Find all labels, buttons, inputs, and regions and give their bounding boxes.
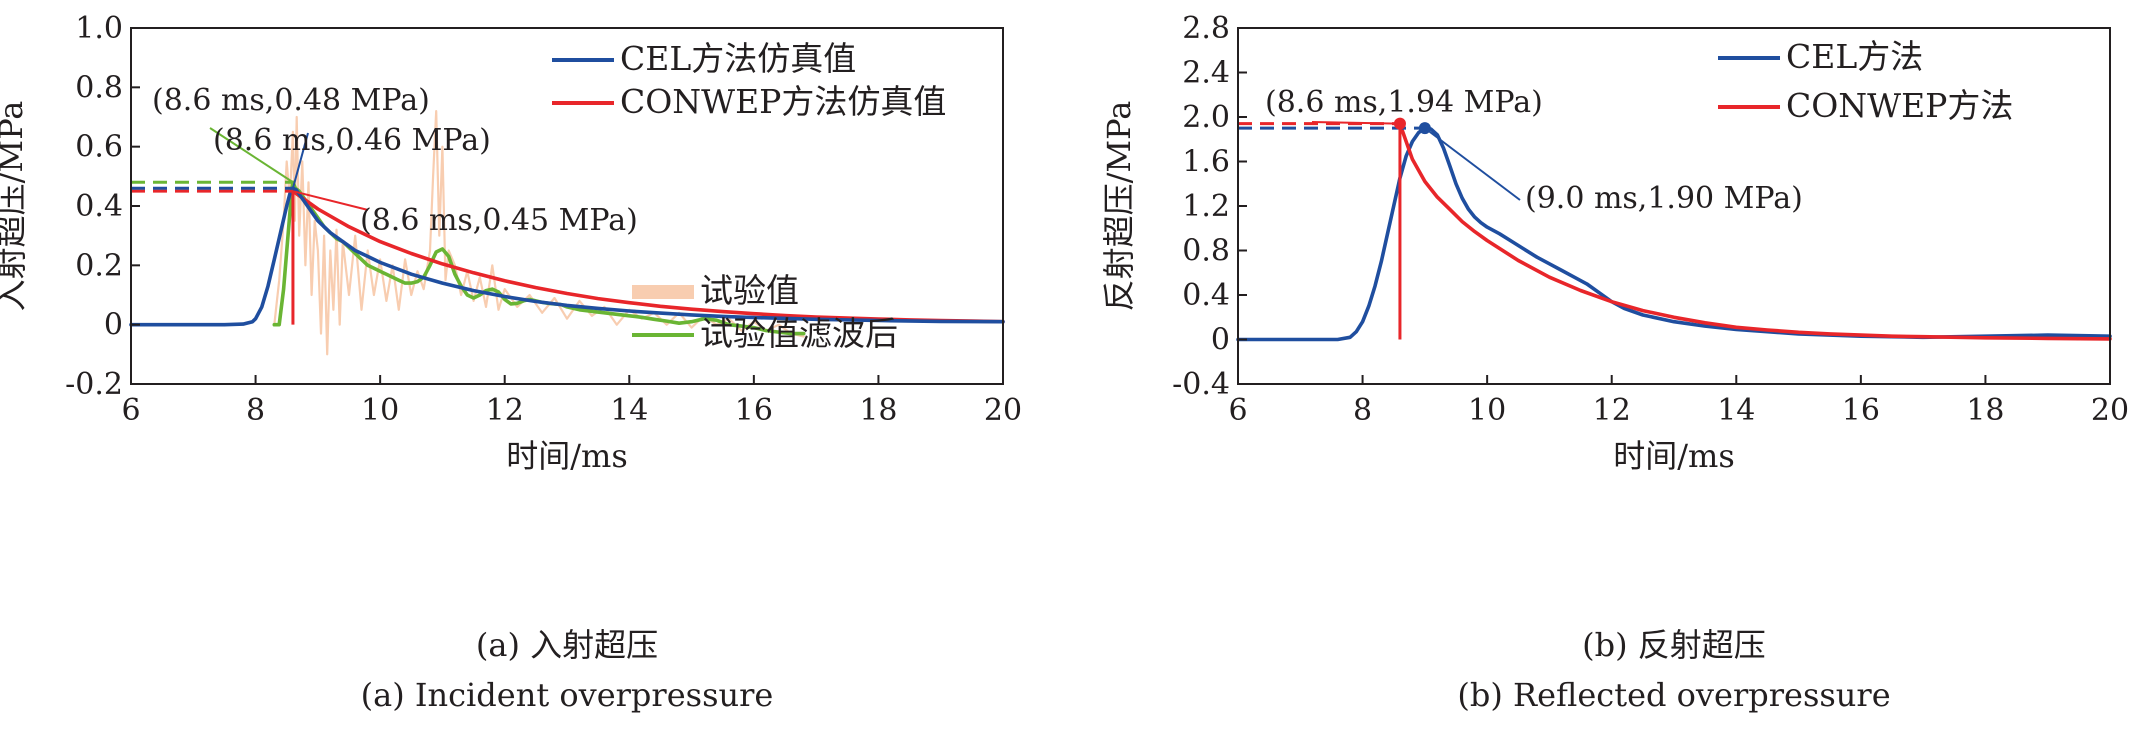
x-tick-label: 10	[1468, 393, 1506, 428]
y-tick-label: 0	[104, 308, 123, 343]
y-tick-label: -0.4	[1172, 367, 1230, 402]
panel-b: (8.6 ms,1.94 MPa) (9.0 ms,1.90 MPa) 6 8 10 12…	[1100, 11, 2129, 714]
caption-zh: (a) 入射超压	[476, 626, 658, 664]
y-tick-label: 0.8	[1182, 234, 1230, 269]
x-tick-label: 16	[735, 393, 773, 428]
annotation-label: (8.6 ms,0.48 MPa)	[152, 83, 430, 118]
x-axis-label: 时间/ms	[506, 437, 628, 475]
y-tick-label: 0.4	[75, 189, 123, 224]
legend-label: CEL方法	[1786, 37, 1923, 76]
y-tick-label: 0	[1211, 323, 1230, 358]
legend-label: 试验值	[700, 271, 799, 310]
x-axis-label: 时间/ms	[1613, 437, 1735, 475]
y-tick-label: -0.2	[65, 367, 123, 402]
annotation-label: (8.6 ms,0.46 MPa)	[213, 123, 491, 158]
series-line	[1236, 126, 2112, 342]
x-tick-label: 8	[246, 393, 265, 428]
legend-label: CONWEP方法仿真值	[620, 82, 946, 121]
legend-label: 试验值滤波后	[700, 314, 898, 353]
x-tick-label: 20	[2091, 393, 2129, 428]
annotation-label: (9.0 ms,1.90 MPa)	[1525, 181, 1803, 216]
caption-zh: (b) 反射超压	[1582, 626, 1766, 664]
panel-a: (8.6 ms,0.48 MPa) (8.6 ms,0.46 MPa) (8.6 m…	[0, 11, 1022, 714]
x-tick-label: 12	[1593, 393, 1631, 428]
series-line	[1398, 121, 2112, 341]
series-line	[273, 109, 805, 356]
y-tick-label: 0.4	[1182, 278, 1230, 313]
annotation-label: (8.6 ms,1.94 MPa)	[1265, 85, 1543, 120]
x-tick-label: 12	[486, 393, 524, 428]
x-tick-label: 6	[121, 393, 140, 428]
x-tick-label: 18	[1966, 393, 2004, 428]
y-tick-label: 1.2	[1182, 189, 1230, 224]
y-axis-label: 入射超压/MPa	[0, 101, 30, 312]
x-tick-label: 14	[610, 393, 648, 428]
x-tick-label: 18	[859, 393, 897, 428]
x-tick-label: 16	[1842, 393, 1880, 428]
caption-en: (b) Reflected overpressure	[1457, 676, 1890, 714]
caption-en: (a) Incident overpressure	[361, 676, 774, 714]
y-tick-label: 1.6	[1182, 145, 1230, 180]
y-tick-label: 0.6	[75, 130, 123, 165]
annotation-leader	[1311, 121, 1400, 125]
annotation-leader	[292, 190, 369, 211]
y-tick-label: 2.8	[1182, 11, 1230, 46]
y-tick-label: 0.8	[75, 70, 123, 105]
y-tick-label: 2.0	[1182, 100, 1230, 135]
x-tick-label: 10	[361, 393, 399, 428]
legend-label: CONWEP方法	[1786, 86, 2013, 125]
y-tick-label: 0.2	[75, 248, 123, 283]
x-tick-label: 14	[1717, 393, 1755, 428]
x-tick-label: 8	[1353, 393, 1372, 428]
series-line	[129, 186, 1005, 327]
x-tick-label: 20	[984, 393, 1022, 428]
y-axis-label: 反射超压/MPa	[1100, 101, 1138, 312]
legend-label: CEL方法仿真值	[620, 39, 856, 78]
annotation-leader	[291, 132, 309, 189]
annotation-leader	[1424, 127, 1521, 201]
y-tick-label: 1.0	[75, 11, 123, 46]
annotation-label: (8.6 ms,0.45 MPa)	[360, 203, 638, 238]
annotation-leader	[209, 127, 294, 184]
x-tick-label: 6	[1228, 393, 1247, 428]
y-tick-label: 2.4	[1182, 56, 1230, 91]
